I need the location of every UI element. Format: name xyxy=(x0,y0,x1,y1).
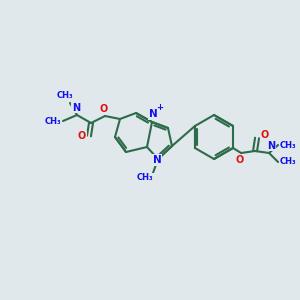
Text: CH₃: CH₃ xyxy=(57,92,73,100)
Text: O: O xyxy=(100,104,108,114)
Text: CH₃: CH₃ xyxy=(45,116,61,125)
Text: O: O xyxy=(261,130,269,140)
Text: O: O xyxy=(236,155,244,165)
Text: CH₃: CH₃ xyxy=(280,140,296,149)
Text: CH₃: CH₃ xyxy=(137,173,153,182)
Text: O: O xyxy=(78,131,86,141)
Text: N: N xyxy=(72,103,80,113)
Text: N: N xyxy=(148,109,158,119)
Text: N: N xyxy=(153,155,161,165)
Text: +: + xyxy=(157,103,164,112)
Text: N: N xyxy=(267,141,275,151)
Text: CH₃: CH₃ xyxy=(280,158,296,166)
